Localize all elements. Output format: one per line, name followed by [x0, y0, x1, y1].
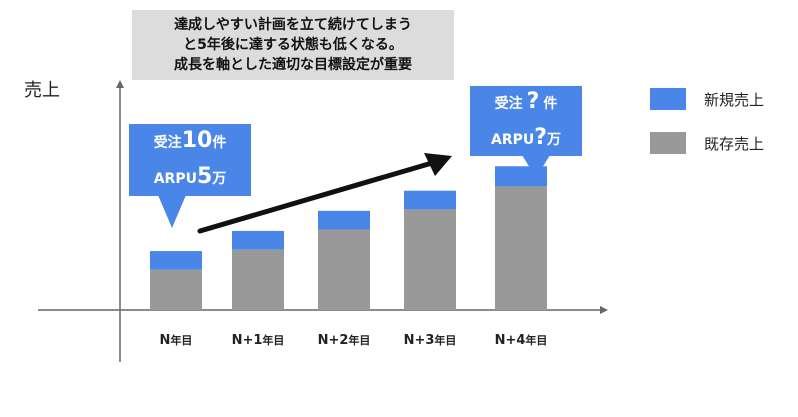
- legend-new-sales: 新規売上: [650, 88, 764, 110]
- x-tick-label-3: N+3年目: [404, 333, 457, 348]
- note-line-3: 成長を軸とした適切な目標設定が重要: [174, 57, 412, 73]
- arpu-unit: 万: [212, 171, 227, 187]
- bar-existing-1: [232, 249, 284, 310]
- arpu-line: ARPU?万: [491, 121, 561, 157]
- orders-label: 受注: [494, 96, 523, 112]
- bar-new-3: [404, 190, 456, 210]
- arpu-unit: 万: [547, 132, 561, 148]
- bar-existing-0: [150, 269, 202, 310]
- note-line-2: と5年後に達する状態も低くなる。: [183, 37, 403, 53]
- legend-label-new: 新規売上: [704, 90, 765, 109]
- arpu-value: ?: [534, 125, 547, 150]
- legend-label-existing: 既存売上: [704, 134, 765, 153]
- current-kpi-bubble: 受注10件 ARPU5万: [129, 124, 251, 196]
- bubble-pointer-right: [522, 155, 550, 178]
- bubble-pointer-left: [158, 195, 186, 228]
- bar-new-2: [318, 210, 370, 230]
- growth-arrow-head: [424, 153, 452, 176]
- x-tick-label-1: N+1年目: [232, 333, 285, 348]
- x-tick-label-4: N+4年目: [495, 333, 548, 348]
- orders-line: 受注10件: [154, 124, 227, 160]
- bar-new-1: [232, 230, 284, 250]
- growth-arrow-shaft: [197, 160, 435, 234]
- bar-new-0: [150, 251, 202, 270]
- x-tick-label-2: N+2年目: [318, 333, 371, 348]
- arpu-value: 5: [196, 164, 213, 189]
- orders-unit: 件: [543, 96, 558, 112]
- y-axis-label: 売上: [24, 80, 60, 101]
- x-tick-label-0: N年目: [160, 333, 193, 348]
- growth-arrow: [158, 153, 550, 234]
- legend-swatch-new: [650, 88, 686, 110]
- arpu-label: ARPU: [490, 132, 535, 148]
- orders-value: ?: [526, 89, 540, 114]
- y-axis-arrowhead: [116, 80, 124, 88]
- note-line-1: 達成しやすい計画を立て続けてしまう: [174, 17, 412, 33]
- orders-unit: 件: [212, 135, 227, 151]
- bars: [150, 166, 547, 310]
- legend-existing-sales: 既存売上: [650, 132, 764, 154]
- orders-line: 受注? 件: [495, 85, 558, 121]
- orders-value: 10: [181, 128, 213, 153]
- bar-existing-3: [404, 209, 456, 310]
- bar-existing-4: [495, 186, 547, 310]
- arpu-label: ARPU: [153, 171, 197, 187]
- orders-label: 受注: [153, 135, 182, 151]
- tick-labels: N年目 N+1年目 N+2年目 N+3年目 N+4年目: [160, 333, 548, 348]
- arpu-line: ARPU5万: [154, 160, 227, 196]
- future-kpi-bubble: 受注? 件 ARPU?万: [470, 86, 582, 156]
- x-axis-arrowhead: [600, 306, 608, 314]
- legend-swatch-existing: [650, 132, 686, 154]
- bar-existing-2: [318, 229, 370, 310]
- explanation-note: 達成しやすい計画を立て続けてしまう と5年後に達する状態も低くなる。 成長を軸と…: [132, 10, 454, 80]
